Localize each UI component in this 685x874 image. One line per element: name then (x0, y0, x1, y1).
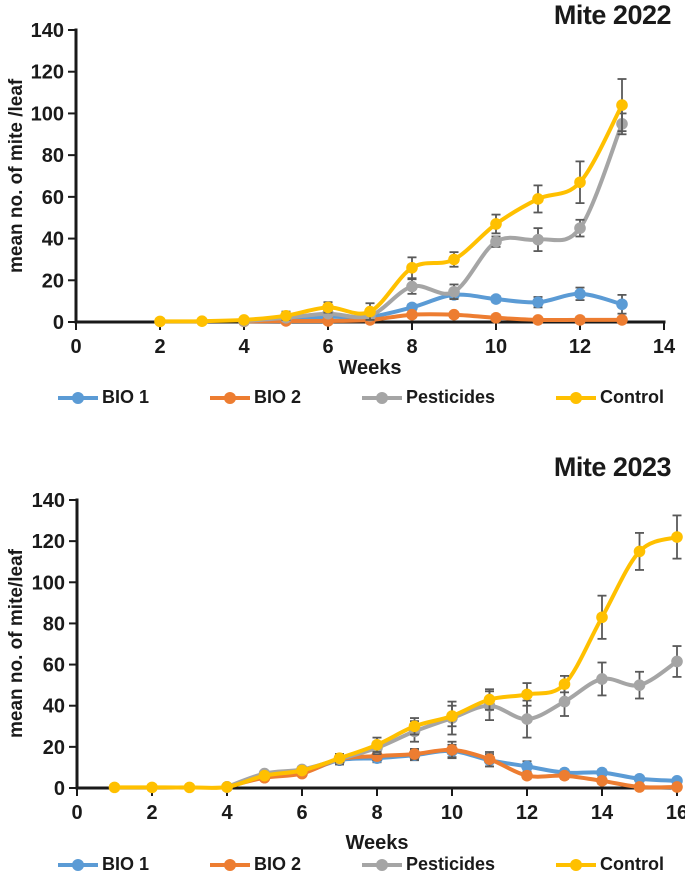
line-marker-icon (209, 858, 250, 871)
chart-2022-plot: 0 20 40 60 80 100 120 140 0 2 4 6 8 10 12 14 (31, 20, 676, 358)
svg-text:6: 6 (322, 336, 333, 358)
legend-item-bio2: BIO 2 (209, 387, 301, 408)
svg-text:14: 14 (591, 802, 614, 824)
svg-text:0: 0 (70, 336, 81, 358)
legend-label: BIO 1 (102, 854, 150, 874)
svg-text:12: 12 (516, 802, 538, 824)
svg-text:2: 2 (146, 802, 157, 824)
legend-item-bio1: BIO 1 (58, 854, 149, 874)
svg-text:4: 4 (221, 802, 233, 824)
line-marker-icon (556, 391, 596, 404)
legend-label: Pesticides (405, 854, 496, 874)
chart-2023-plot: 0 20 40 60 80 100 120 140 0 2 4 6 8 10 12 14 16 (32, 490, 685, 824)
svg-text:80: 80 (43, 613, 65, 635)
svg-text:100: 100 (31, 103, 64, 125)
chart-2023-title: Mite 2023 (553, 452, 672, 482)
svg-text:16: 16 (666, 802, 685, 824)
svg-text:8: 8 (371, 802, 382, 824)
chart-2022-title: Mite 2022 (553, 0, 672, 30)
chart-2023-x-axis-label: Weeks (345, 832, 409, 854)
svg-text:12: 12 (569, 336, 591, 358)
svg-text:140: 140 (32, 490, 65, 512)
line-marker-icon (556, 858, 596, 871)
svg-text:8: 8 (406, 336, 417, 358)
legend-item-control: Control (556, 854, 664, 874)
svg-text:100: 100 (32, 572, 65, 594)
legend-item-bio2: BIO 2 (209, 854, 301, 874)
svg-text:40: 40 (43, 696, 65, 718)
legend-label: BIO 2 (253, 854, 301, 874)
legend-item-bio1: BIO 1 (58, 387, 149, 408)
svg-text:4: 4 (238, 336, 250, 358)
legend-label: BIO 2 (253, 387, 301, 407)
svg-text:140: 140 (31, 20, 64, 42)
svg-text:80: 80 (42, 145, 64, 167)
line-marker-icon (58, 391, 98, 404)
line-marker-icon (361, 858, 402, 871)
svg-text:60: 60 (43, 655, 65, 677)
svg-text:120: 120 (31, 62, 64, 84)
legend-item-pesticides: Pesticides (361, 387, 496, 408)
svg-text:0: 0 (71, 802, 82, 824)
legend-item-control: Control (556, 387, 664, 408)
chart-2023-legend: BIO 1 BIO 2 Pesticides Control (58, 854, 664, 874)
svg-text:14: 14 (653, 336, 676, 358)
legend-item-pesticides: Pesticides (361, 854, 496, 874)
line-marker-icon (58, 858, 98, 871)
legend-label: Control (600, 854, 664, 874)
svg-text:40: 40 (42, 229, 64, 251)
svg-text:2: 2 (154, 336, 165, 358)
legend-label: Control (600, 387, 664, 407)
legend-label: BIO 1 (102, 387, 150, 407)
svg-text:20: 20 (42, 270, 64, 292)
chart-2022-x-axis-label: Weeks (338, 357, 402, 379)
legend-label: Pesticides (405, 387, 496, 407)
svg-text:10: 10 (485, 336, 507, 358)
chart-2022-legend: BIO 1 BIO 2 Pesticides Control (58, 387, 664, 408)
svg-text:60: 60 (42, 187, 64, 209)
svg-text:0: 0 (53, 312, 64, 334)
line-marker-icon (361, 391, 402, 404)
line-marker-icon (209, 391, 250, 404)
svg-text:20: 20 (43, 737, 65, 759)
svg-text:6: 6 (296, 802, 307, 824)
svg-text:120: 120 (32, 531, 65, 553)
svg-text:0: 0 (54, 778, 65, 800)
svg-text:10: 10 (441, 802, 463, 824)
